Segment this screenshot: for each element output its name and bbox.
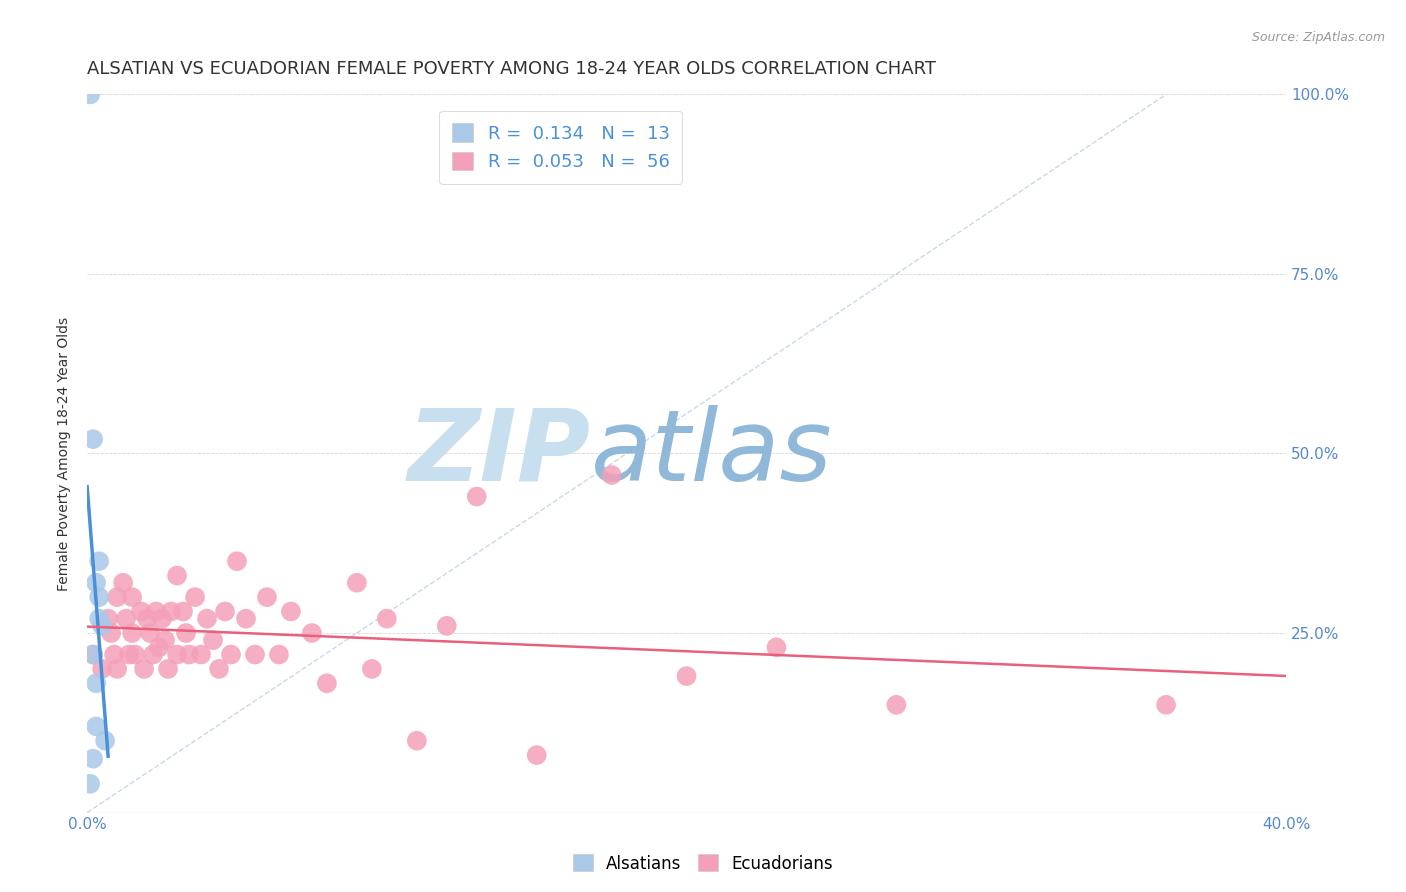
Y-axis label: Female Poverty Among 18-24 Year Olds: Female Poverty Among 18-24 Year Olds — [58, 317, 72, 591]
Point — [214, 605, 236, 619]
Point — [405, 733, 427, 747]
Point — [91, 619, 114, 633]
Point — [675, 669, 697, 683]
Point — [136, 612, 159, 626]
Point — [243, 648, 266, 662]
Point — [139, 626, 162, 640]
Point — [172, 605, 194, 619]
Point — [150, 612, 173, 626]
Point — [166, 568, 188, 582]
Point — [129, 605, 152, 619]
Point — [132, 662, 155, 676]
Point — [100, 626, 122, 640]
Point — [82, 648, 104, 662]
Point — [89, 590, 111, 604]
Point — [235, 612, 257, 626]
Point — [142, 648, 165, 662]
Point — [105, 662, 128, 676]
Point — [465, 490, 488, 504]
Point — [174, 626, 197, 640]
Point — [219, 648, 242, 662]
Point — [82, 432, 104, 446]
Text: atlas: atlas — [591, 405, 832, 502]
Point — [79, 87, 101, 102]
Point — [94, 733, 117, 747]
Point — [153, 633, 176, 648]
Point — [84, 676, 107, 690]
Point — [526, 748, 548, 763]
Point — [256, 590, 278, 604]
Point — [89, 554, 111, 568]
Point — [190, 648, 212, 662]
Point — [346, 575, 368, 590]
Text: ALSATIAN VS ECUADORIAN FEMALE POVERTY AMONG 18-24 YEAR OLDS CORRELATION CHART: ALSATIAN VS ECUADORIAN FEMALE POVERTY AM… — [87, 60, 936, 78]
Point — [103, 648, 125, 662]
Point — [97, 612, 120, 626]
Point — [79, 777, 101, 791]
Point — [316, 676, 339, 690]
Point — [84, 719, 107, 733]
Point — [118, 648, 141, 662]
Point — [115, 612, 138, 626]
Point — [267, 648, 290, 662]
Legend: R =  0.134   N =  13, R =  0.053   N =  56: R = 0.134 N = 13, R = 0.053 N = 56 — [439, 111, 682, 184]
Point — [177, 648, 200, 662]
Point — [360, 662, 382, 676]
Point — [375, 612, 398, 626]
Point — [148, 640, 170, 655]
Point — [195, 612, 218, 626]
Point — [91, 662, 114, 676]
Point — [121, 590, 143, 604]
Point — [157, 662, 180, 676]
Point — [89, 612, 111, 626]
Point — [82, 648, 104, 662]
Point — [84, 575, 107, 590]
Point — [145, 605, 167, 619]
Point — [280, 605, 302, 619]
Point — [226, 554, 249, 568]
Point — [112, 575, 135, 590]
Point — [202, 633, 225, 648]
Point — [82, 752, 104, 766]
Point — [1154, 698, 1177, 712]
Text: Source: ZipAtlas.com: Source: ZipAtlas.com — [1251, 31, 1385, 45]
Point — [436, 619, 458, 633]
Point — [184, 590, 207, 604]
Point — [765, 640, 787, 655]
Point — [208, 662, 231, 676]
Point — [105, 590, 128, 604]
Point — [301, 626, 323, 640]
Point — [160, 605, 183, 619]
Point — [166, 648, 188, 662]
Legend: Alsatians, Ecuadorians: Alsatians, Ecuadorians — [567, 847, 839, 880]
Text: ZIP: ZIP — [408, 405, 591, 502]
Point — [124, 648, 146, 662]
Point — [886, 698, 908, 712]
Point — [121, 626, 143, 640]
Point — [600, 468, 623, 483]
